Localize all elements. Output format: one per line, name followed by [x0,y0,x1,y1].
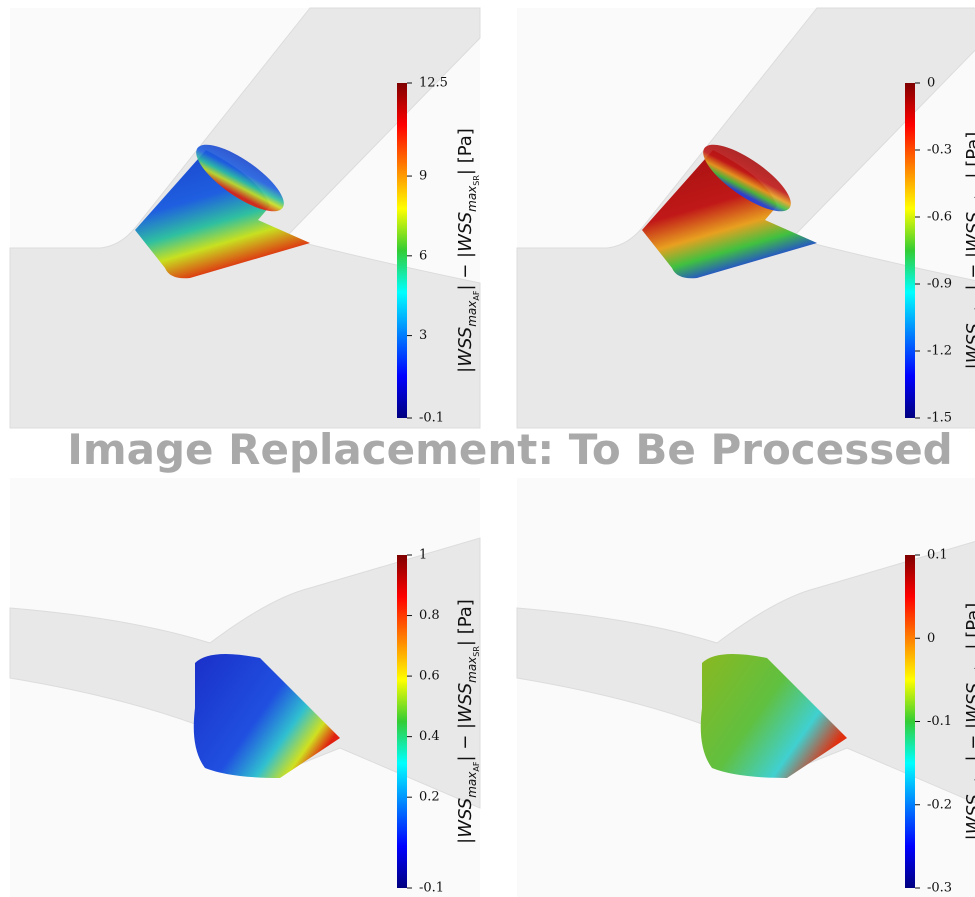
tick-label: 0.4 [419,729,440,744]
label-part: | [Pa] [455,599,476,646]
label-part: |WSS [455,327,476,373]
colorbar [905,555,915,888]
tick-label: 0 [927,76,935,91]
tick-label: -1.5 [927,411,952,426]
label-part: | − |WSS [963,212,975,291]
tick-label: -0.2 [927,797,952,812]
tick-label: -0.1 [927,714,952,729]
label-part: | − |WSS [963,683,975,762]
label-part: | [Pa] [963,603,975,650]
overlay-text: Image Replacement: To Be Processed [67,425,953,474]
label-part: min [973,660,975,683]
label-part: | − |WSS [455,212,476,291]
label-part: | − |WSS [455,683,476,762]
label-part: | [Pa] [455,128,476,175]
label-part: min [973,189,975,212]
color-patch [700,654,847,778]
tick-label: -0.6 [927,210,952,225]
panel: 0 -0.3 -0.6 -0.9 -1.2 -1.5 |WSSminAF| − |WSSmi… [516,7,975,429]
tick-label: 3 [419,328,427,343]
label-part: | [Pa] [963,132,975,179]
tick-label: -0.1 [419,411,444,426]
label-part: min [973,301,975,324]
tick-label: 12.5 [419,76,448,91]
panel: 10.80.60.40.2-0.1|WSSmaxAF| − |WSSmaxSR|… [9,478,481,897]
color-patch [193,654,340,778]
label-part: max [465,656,479,683]
label-part: SR [472,646,481,657]
colorbar-label: |WSSmaxAF| − |WSSmaxSR| [Pa] [455,599,481,844]
tick-label: 9 [419,169,427,184]
tick-label: -0.9 [927,277,952,292]
label-part: max [465,300,479,327]
color-patch [135,150,310,279]
tick-label: 0 [927,631,935,646]
label-part: AF [472,290,481,300]
vessel-outlet [196,144,284,212]
panel: 0.1 0 -0.1 -0.2 -0.3 |WSSminAF| − |WSSminSR| … [516,478,975,897]
label-part: min [973,772,975,795]
label-part: max [465,771,479,798]
label-part: |WSS [963,323,975,369]
color-patch [642,150,817,279]
tick-label: 6 [419,248,427,263]
label-part: SR [472,175,481,186]
colorbar [905,83,915,418]
tick-label: 0.2 [419,790,440,805]
tick-label: -0.1 [419,881,444,896]
tick-label: 1 [419,548,427,563]
label-part: |WSS [455,798,476,844]
label-part: AF [472,761,481,771]
colorbar [397,555,407,888]
label-part: max [465,185,479,212]
colorbar-label: |WSSmaxAF| − |WSSmaxSR| [Pa] [455,128,481,373]
vessel-outlet [703,144,791,212]
tick-label: 0.8 [419,608,440,623]
colorbar-label: |WSSminAF| − |WSSminSR| [Pa] [963,603,975,841]
colorbar [397,83,407,418]
label-part: |WSS [963,794,975,840]
tick-label: -0.3 [927,881,952,896]
tick-label: -1.2 [927,344,952,359]
tick-label: -0.3 [927,143,952,158]
tick-label: 0.6 [419,669,440,684]
tick-label: 0.1 [927,548,948,563]
colorbar-label: |WSSminAF| − |WSSminSR| [Pa] [963,132,975,370]
